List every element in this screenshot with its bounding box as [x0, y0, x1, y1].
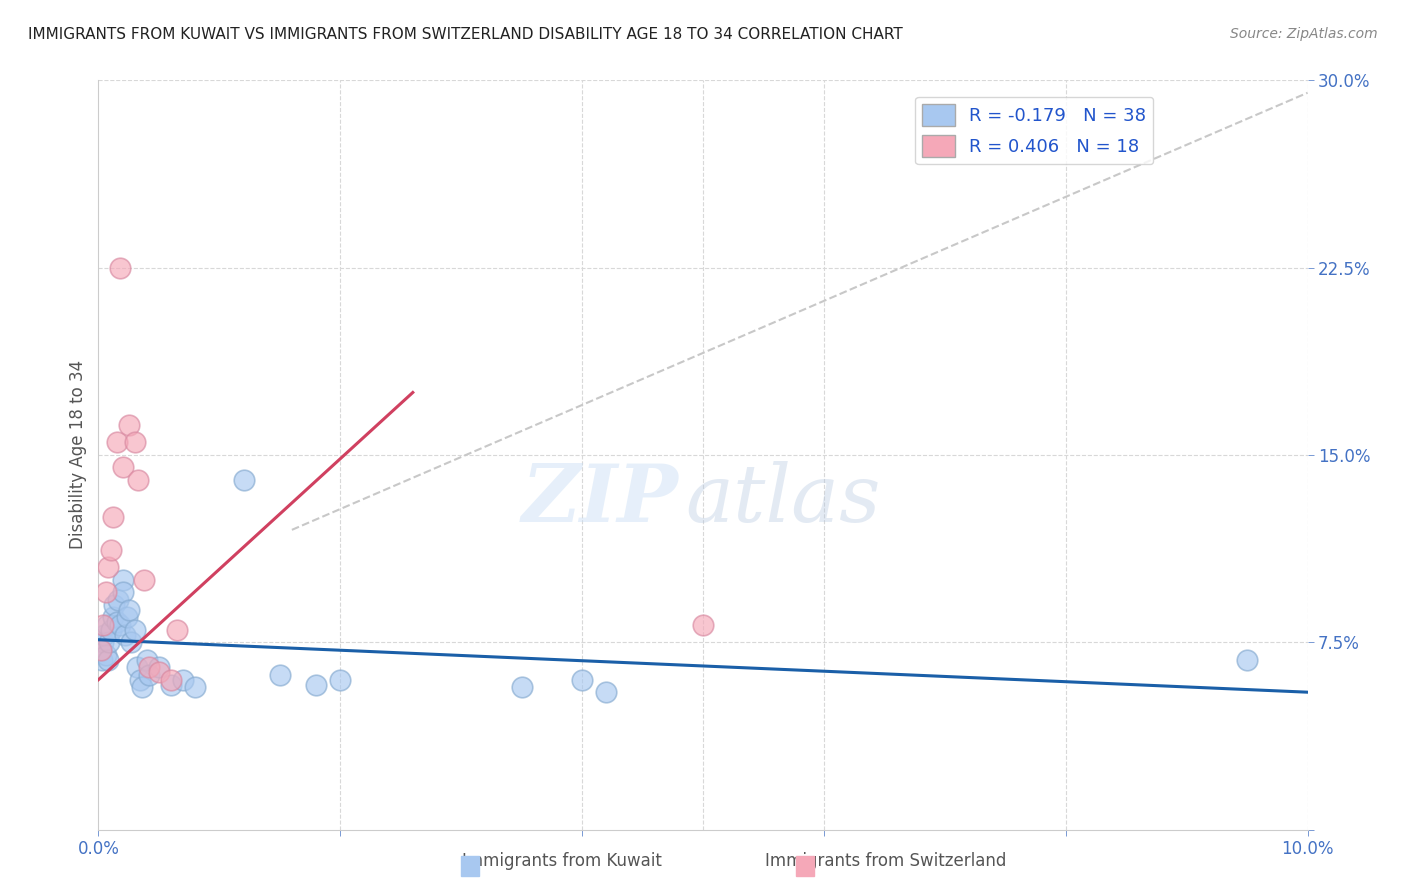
Point	[103, 598, 125, 612]
Point	[94, 585, 117, 599]
Point	[111, 573, 134, 587]
Point	[184, 680, 207, 694]
Point	[100, 542, 122, 557]
Point	[148, 665, 170, 680]
Point	[1236, 653, 1258, 667]
Point	[595, 685, 617, 699]
Point	[148, 660, 170, 674]
Point	[160, 673, 183, 687]
Y-axis label: Disability Age 18 to 34: Disability Age 18 to 34	[69, 360, 87, 549]
Point	[118, 417, 141, 432]
Point	[101, 610, 124, 624]
Point	[98, 635, 121, 649]
Point	[118, 603, 141, 617]
Point	[120, 635, 142, 649]
Point	[111, 585, 134, 599]
Point	[134, 573, 156, 587]
Point	[329, 673, 352, 687]
Point	[91, 653, 114, 667]
Point	[510, 680, 533, 694]
Point	[101, 510, 124, 524]
Point	[97, 653, 120, 667]
Point	[105, 435, 128, 450]
Point	[117, 610, 139, 624]
Text: Source: ZipAtlas.com: Source: ZipAtlas.com	[1230, 27, 1378, 41]
Point	[131, 680, 153, 694]
Text: atlas: atlas	[685, 461, 880, 539]
Point	[269, 667, 291, 681]
Point	[107, 592, 129, 607]
Point	[172, 673, 194, 687]
Point	[138, 660, 160, 674]
Point	[305, 678, 328, 692]
Point	[105, 615, 128, 630]
Point	[90, 642, 112, 657]
Text: Immigrants from Kuwait: Immigrants from Kuwait	[463, 852, 662, 870]
Point	[114, 628, 136, 642]
Point	[111, 460, 134, 475]
Point	[124, 623, 146, 637]
Point	[160, 678, 183, 692]
Point	[232, 473, 254, 487]
Point	[127, 660, 149, 674]
Point	[94, 648, 117, 662]
Point	[93, 628, 115, 642]
Point	[97, 560, 120, 574]
Text: Immigrants from Switzerland: Immigrants from Switzerland	[765, 852, 1007, 870]
Point	[96, 617, 118, 632]
Point	[571, 673, 593, 687]
Point	[108, 617, 131, 632]
Point	[128, 673, 150, 687]
Point	[124, 435, 146, 450]
Point	[91, 617, 114, 632]
Point	[166, 623, 188, 637]
Point	[692, 617, 714, 632]
Point	[100, 623, 122, 637]
Point	[108, 260, 131, 275]
Point	[127, 473, 149, 487]
Text: ZIP: ZIP	[522, 461, 679, 539]
Point	[90, 642, 112, 657]
Text: IMMIGRANTS FROM KUWAIT VS IMMIGRANTS FROM SWITZERLAND DISABILITY AGE 18 TO 34 CO: IMMIGRANTS FROM KUWAIT VS IMMIGRANTS FRO…	[28, 27, 903, 42]
Legend: R = -0.179   N = 38, R = 0.406   N = 18: R = -0.179 N = 38, R = 0.406 N = 18	[915, 97, 1153, 164]
Point	[91, 635, 114, 649]
Point	[135, 653, 157, 667]
Point	[138, 667, 160, 681]
